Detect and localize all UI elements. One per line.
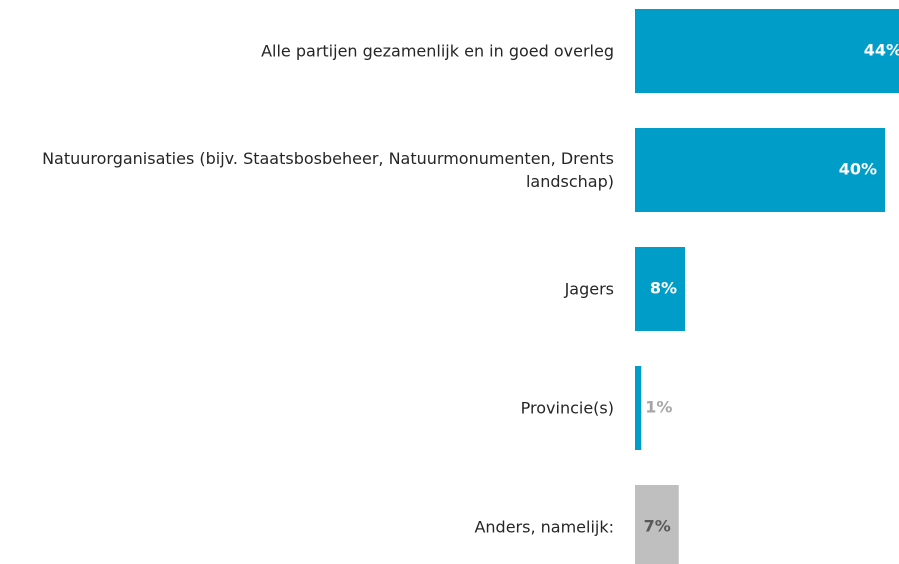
- value-label: 8%: [650, 279, 677, 298]
- bar: [635, 128, 885, 212]
- category-label: Provincie(s): [520, 398, 614, 418]
- bar: [635, 247, 685, 331]
- value-label: 1%: [645, 398, 672, 417]
- bar: [635, 9, 899, 93]
- bar: [635, 366, 642, 450]
- value-label: 40%: [839, 160, 877, 179]
- category-label: Anders, namelijk:: [474, 517, 614, 537]
- category-label: Alle partijen gezamenlijk en in goed ove…: [261, 41, 614, 61]
- category-label: Jagers: [564, 279, 614, 299]
- value-label: 44%: [864, 41, 899, 60]
- value-label: 7%: [644, 517, 671, 536]
- bar: [635, 485, 679, 564]
- category-label: Natuurorganisaties (bijv. Staatsbosbehee…: [42, 149, 614, 191]
